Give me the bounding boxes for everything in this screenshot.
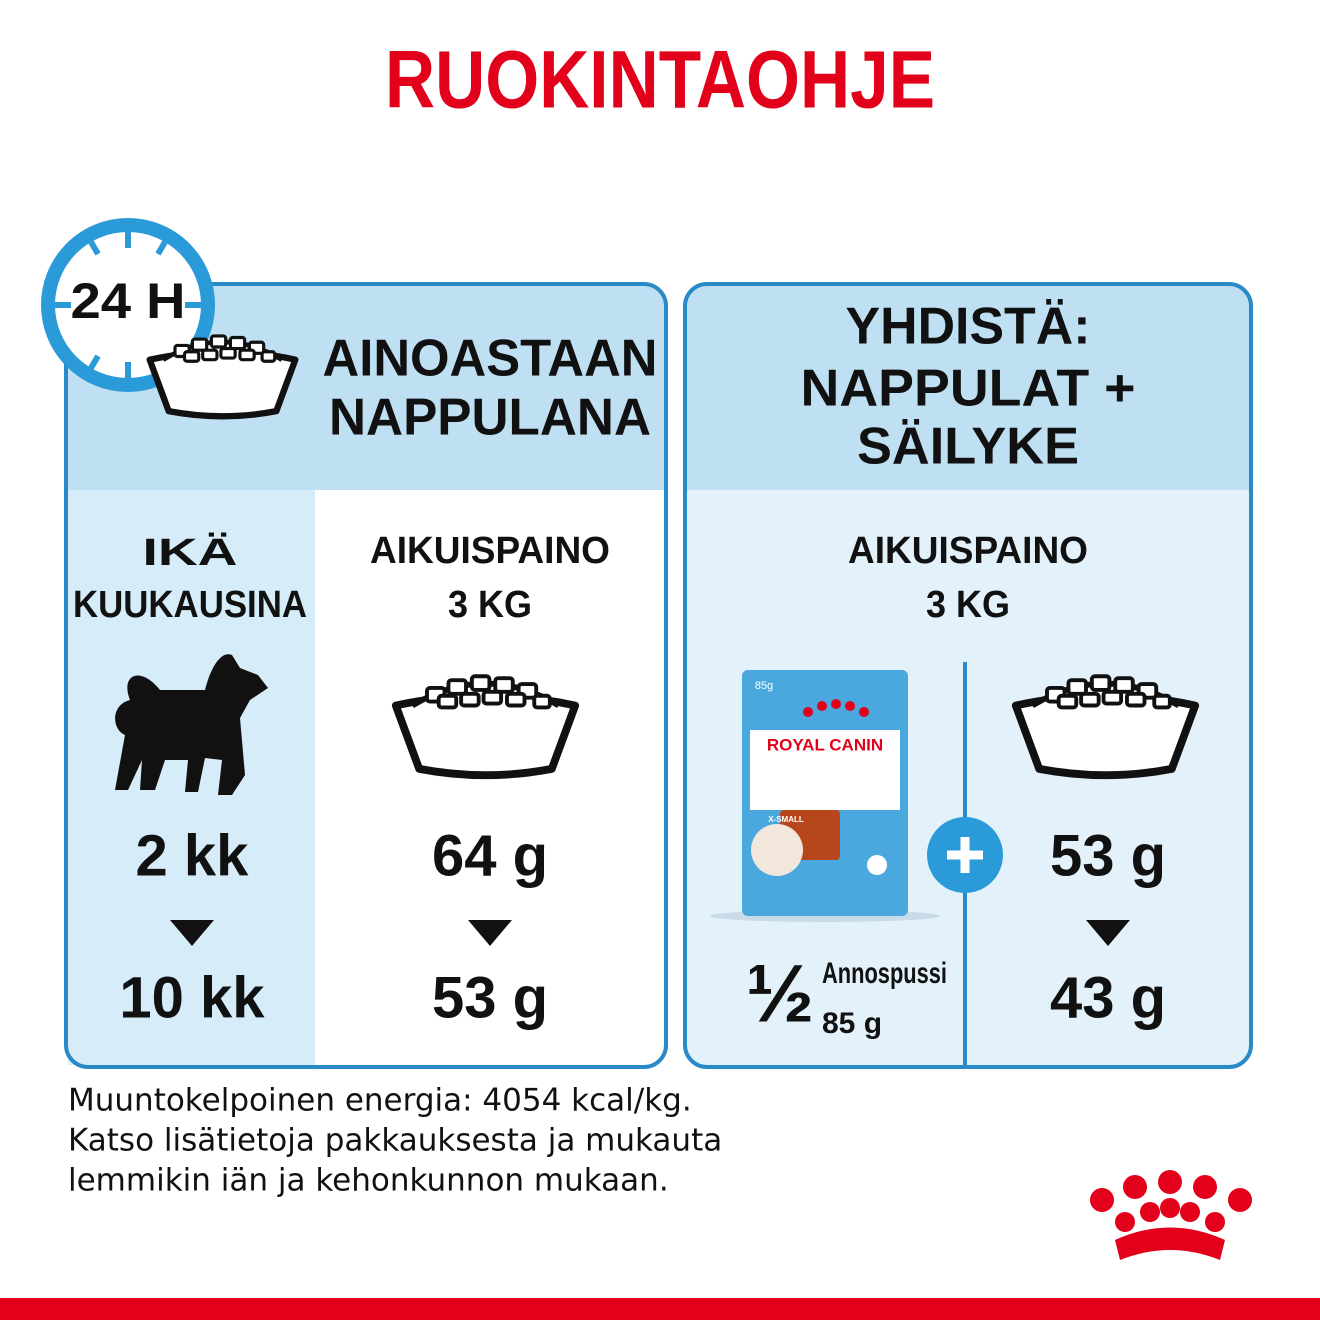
pouch-image xyxy=(710,670,940,922)
arrow-down xyxy=(468,920,512,946)
right-heading: NAPPULAT + xyxy=(801,360,1136,418)
left-heading: NAPPULANA xyxy=(329,389,651,447)
plus-sign xyxy=(947,837,983,873)
pouch-product: PUPPY xyxy=(768,779,812,794)
age-header: IKÄ xyxy=(143,531,238,574)
brand-crown xyxy=(1090,1170,1252,1260)
portion-weight: 85 g xyxy=(822,1007,882,1040)
pouch-brand: ROYAL CANIN xyxy=(767,735,883,754)
amount: 53 g xyxy=(432,965,548,1030)
arrow-down xyxy=(1086,920,1130,946)
pouch-size: X-SMALL xyxy=(768,815,804,824)
arrow-down xyxy=(170,920,214,946)
clock-icon xyxy=(41,218,215,392)
panel-left-border xyxy=(64,282,668,1069)
weight-header: AIKUISPAINO xyxy=(848,530,1088,572)
footer-line: lemmikin iän ja kehonkunnon mukaan. xyxy=(68,1163,669,1199)
portion-fraction: ½ xyxy=(746,949,814,1040)
amount: 53 g xyxy=(1050,823,1166,888)
right-heading: SÄILYKE xyxy=(857,418,1079,476)
panel-right-header xyxy=(687,286,1249,490)
age: 2 kk xyxy=(136,823,250,888)
weight-header: 3 KG xyxy=(926,584,1010,626)
clock-label: 24 H xyxy=(71,273,186,329)
footer-line: Katso lisätietoja pakkauksesta ja mukaut… xyxy=(68,1123,722,1159)
portion-label: Annospussi xyxy=(822,957,947,990)
pouch-weight: 85g xyxy=(755,680,773,692)
age: 10 kk xyxy=(119,965,265,1030)
panel-right-border xyxy=(683,282,1253,1069)
dog-silhouette xyxy=(115,654,268,795)
bottom-bar xyxy=(0,1298,1320,1320)
amount: 64 g xyxy=(432,823,548,888)
weight-header: 3 KG xyxy=(448,584,532,626)
age-header: KUUKAUSINA xyxy=(73,584,307,626)
weight-header: AIKUISPAINO xyxy=(370,530,610,572)
left-heading: AINOASTAAN xyxy=(323,330,658,388)
right-heading: YHDISTÄ: xyxy=(846,298,1091,356)
title: RUOKINTAOHJE xyxy=(385,35,935,126)
footer-line: Muuntokelpoinen energia: 4054 kcal/kg. xyxy=(68,1083,692,1119)
amount: 43 g xyxy=(1050,965,1166,1030)
